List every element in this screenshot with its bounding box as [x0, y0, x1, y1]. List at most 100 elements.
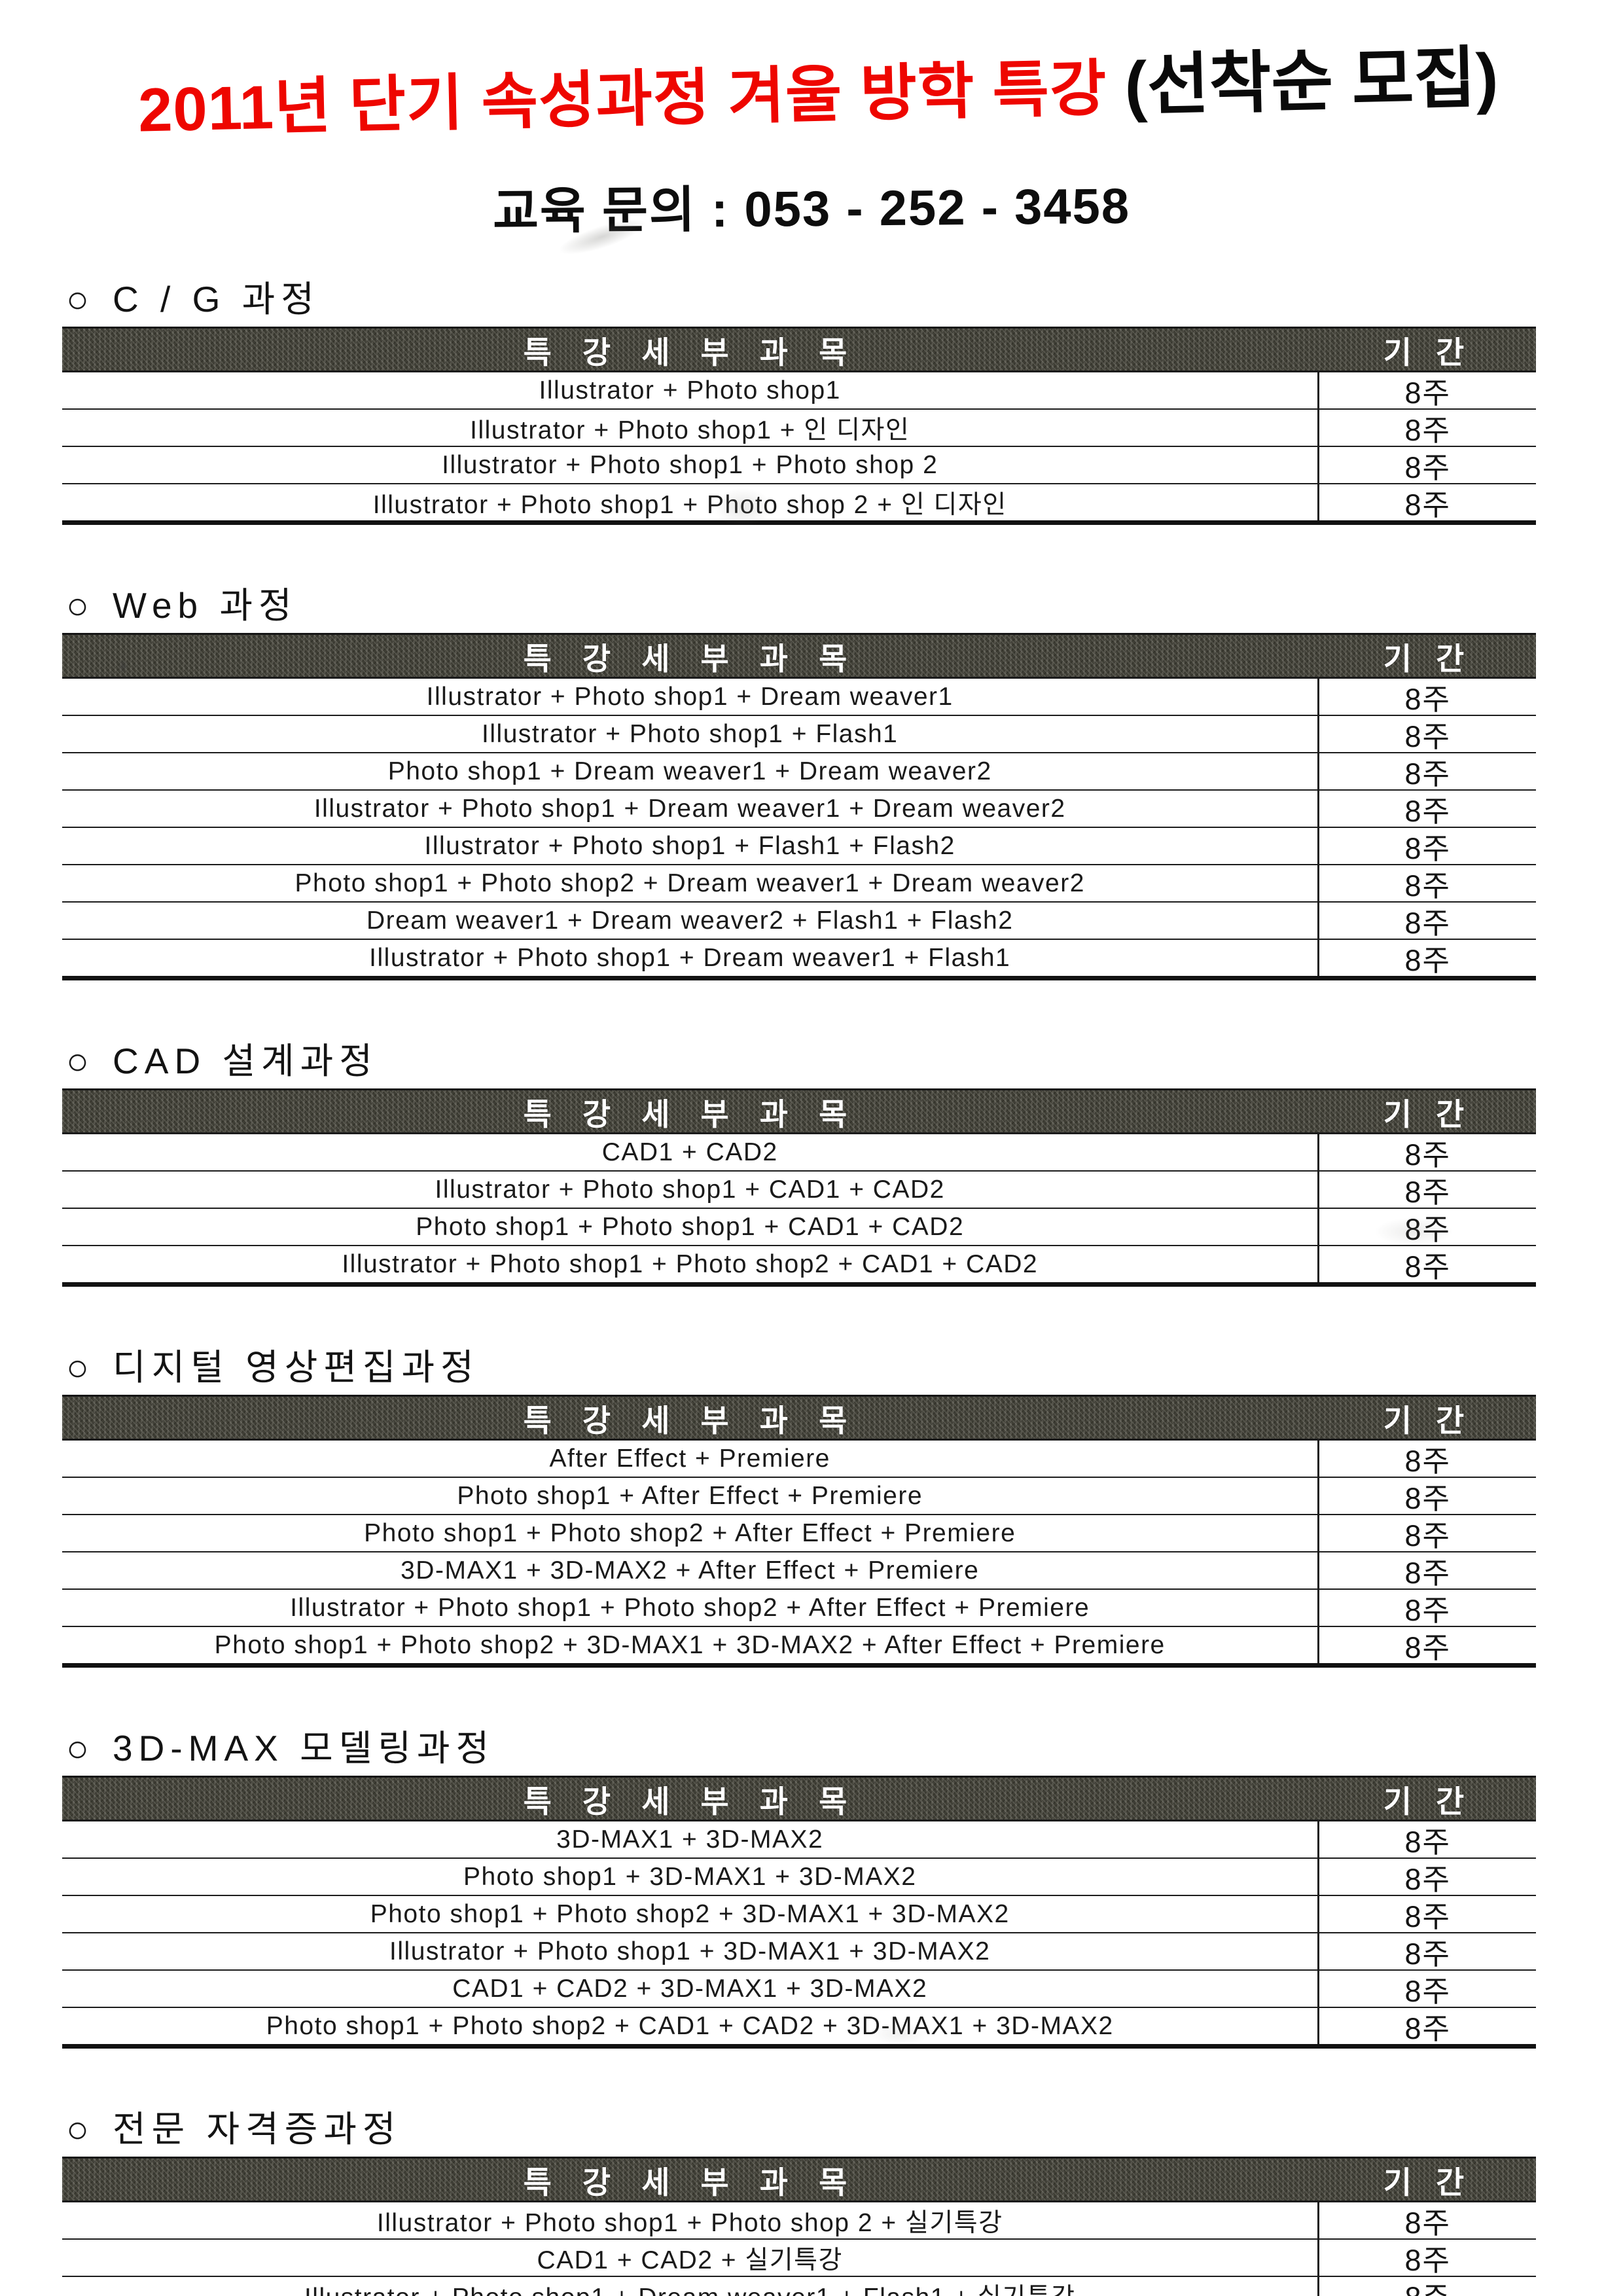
col-header-period: 기 간	[1383, 1784, 1472, 1819]
table-row: Illustrator + Photo shop1 + Dream weaver…	[62, 679, 1536, 716]
course-combination: Illustrator + Photo shop1 + Photo shop 2	[442, 450, 938, 479]
sections: ○ C / G 과정 특 강 세 부 과 목 기 간 Illustrator +…	[62, 279, 1536, 2296]
course-combination: Illustrator + Photo shop1 + 3D-MAX1 + 3D…	[389, 1937, 991, 1965]
table-row: Illustrator + Photo shop1 + Flash1 + Fla…	[62, 827, 1536, 865]
table-row: Illustrator + Photo shop1 + Dream weaver…	[62, 939, 1536, 977]
col-header-subject: 특 강 세 부 과 목	[523, 1784, 859, 1819]
circle-bullet-icon: ○	[66, 1727, 90, 1770]
course-table: 특 강 세 부 과 목 기 간 After Effect + Premiere 8…	[62, 1395, 1536, 1668]
table-body: After Effect + Premiere 8주 Photo shop1 + A…	[62, 1441, 1536, 1664]
table-header-row: 특 강 세 부 과 목 기 간	[62, 327, 1536, 372]
section-label: ○ 전문 자격증과정	[62, 2110, 1536, 2149]
course-section: ○ 3D-MAX 모델링과정 특 강 세 부 과 목 기 간 3D-MAX1 +…	[62, 1727, 1536, 2049]
course-combination: Illustrator + Photo shop1 + Flash1 + Fla…	[424, 831, 955, 860]
course-duration: 8주	[1317, 1627, 1536, 1664]
table-header-row: 특 강 세 부 과 목 기 간	[62, 2157, 1536, 2202]
table-row: Illustrator + Photo shop1 + Dream weaver…	[62, 789, 1536, 828]
course-combination: Illustrator + Photo shop1 + Photo shop2 …	[342, 1249, 1039, 1278]
table-row: CAD1 + CAD2 + 3D-MAX1 + 3D-MAX2 8주	[62, 1969, 1536, 2008]
course-combination: Dream weaver1 + Dream weaver2 + Flash1 +…	[366, 906, 1014, 935]
section-title: 디지털 영상편집과정	[113, 1347, 480, 1388]
course-combination: Illustrator + Photo shop1 + Photo shop 2…	[376, 2208, 1003, 2237]
table-row: Illustrator + Photo shop1 + Photo shop 2…	[62, 446, 1536, 484]
course-duration: 8주	[1317, 1933, 1536, 1971]
table-row: Photo shop1 + Photo shop2 + After Effect…	[62, 1514, 1536, 1552]
section-title: Web 과정	[113, 585, 298, 626]
col-header-subject: 특 강 세 부 과 목	[523, 334, 859, 370]
course-duration: 8주	[1317, 716, 1536, 753]
section-title: CAD 설계과정	[113, 1041, 378, 1082]
course-section: ○ 전문 자격증과정 특 강 세 부 과 목 기 간 Illustrator +…	[62, 2110, 1536, 2296]
course-combination: CAD1 + CAD2 + 실기특강	[537, 2246, 843, 2274]
course-combination: Photo shop1 + Photo shop2 + 3D-MAX1 + 3D…	[214, 1630, 1166, 1659]
course-section: ○ Web 과정 특 강 세 부 과 목 기 간 Illustrator + P…	[62, 584, 1536, 980]
course-duration: 8주	[1317, 1209, 1536, 1246]
table-row: Dream weaver1 + Dream weaver2 + Flash1 +…	[62, 901, 1536, 940]
course-table: 특 강 세 부 과 목 기 간 CAD1 + CAD2 8주 Illustrator…	[62, 1088, 1536, 1287]
table-header-row: 특 강 세 부 과 목 기 간	[62, 1776, 1536, 1821]
course-combination: Illustrator + Photo shop1 + Flash1	[482, 719, 899, 748]
course-combination: Photo shop1 + Photo shop2 + Dream weaver…	[294, 869, 1085, 897]
table-body: 3D-MAX1 + 3D-MAX2 8주 Photo shop1 + 3D-MAX1…	[62, 1821, 1536, 2045]
col-header-period: 기 간	[1383, 641, 1472, 676]
table-row: Illustrator + Photo shop1 + Photo shop 2…	[62, 483, 1536, 522]
course-combination: Illustrator + Photo shop1 + Dream weaver…	[313, 794, 1066, 823]
course-duration: 8주	[1317, 484, 1536, 522]
course-combination: 3D-MAX1 + 3D-MAX2	[556, 1825, 824, 1854]
course-combination: Photo shop1 + 3D-MAX1 + 3D-MAX2	[463, 1862, 917, 1891]
course-combination: Illustrator + Photo shop1 + 인 디자인	[470, 416, 910, 444]
table-body: Illustrator + Photo shop1 + Dream weaver…	[62, 679, 1536, 977]
course-duration: 8주	[1317, 903, 1536, 940]
course-section: ○ C / G 과정 특 강 세 부 과 목 기 간 Illustrator +…	[62, 279, 1536, 525]
course-table: 특 강 세 부 과 목 기 간 Illustrator + Photo shop…	[62, 633, 1536, 980]
table-row: Illustrator + Photo shop1 + Photo shop 2…	[62, 2202, 1536, 2240]
course-combination: Photo shop1 + Photo shop1 + CAD1 + CAD2	[416, 1212, 965, 1241]
course-duration: 8주	[1317, 410, 1536, 447]
section-title: 3D-MAX 모델링과정	[113, 1728, 495, 1769]
course-duration: 8주	[1317, 1441, 1536, 1478]
col-header-period: 기 간	[1383, 1403, 1472, 1438]
course-duration: 8주	[1317, 2277, 1536, 2296]
section-label: ○ Web 과정	[62, 584, 1536, 627]
table-row: Illustrator + Photo shop1 + Flash1 8주	[62, 715, 1536, 753]
circle-bullet-icon: ○	[66, 1040, 90, 1083]
course-duration: 8주	[1317, 1590, 1536, 1627]
course-combination: After Effect + Premiere	[549, 1444, 830, 1473]
table-header-row: 특 강 세 부 과 목 기 간	[62, 1395, 1536, 1441]
table-row: Photo shop1 + Photo shop1 + CAD1 + CAD2 8…	[62, 1208, 1536, 1246]
table-row: Illustrator + Photo shop1 + Dream weaver…	[62, 2276, 1536, 2296]
course-combination: Illustrator + Photo shop1 + CAD1 + CAD2	[435, 1175, 945, 1204]
course-duration: 8주	[1317, 828, 1536, 865]
section-label: ○ 디지털 영상편집과정	[62, 1347, 1536, 1388]
course-duration: 8주	[1317, 1971, 1536, 2008]
col-header-period: 기 간	[1383, 334, 1472, 370]
table-row: Illustrator + Photo shop1 + CAD1 + CAD2 8…	[62, 1170, 1536, 1209]
course-duration: 8주	[1317, 865, 1536, 903]
page-title: 2011년 단기 속성과정 겨울 방학 특강 (선착순 모집)	[39, 20, 1598, 153]
table-row: CAD1 + CAD2 8주	[62, 1134, 1536, 1172]
table-row: 3D-MAX1 + 3D-MAX2 8주	[62, 1821, 1536, 1859]
table-row: Photo shop1 + 3D-MAX1 + 3D-MAX2 8주	[62, 1857, 1536, 1896]
course-duration: 8주	[1317, 2240, 1536, 2277]
course-combination: Photo shop1 + Photo shop2 + CAD1 + CAD2 …	[266, 2011, 1114, 2040]
course-duration: 8주	[1317, 791, 1536, 828]
course-combination: CAD1 + CAD2 + 3D-MAX1 + 3D-MAX2	[452, 1974, 928, 2003]
table-row: Photo shop1 + Dream weaver1 + Dream weav…	[62, 752, 1536, 791]
course-section: ○ 디지털 영상편집과정 특 강 세 부 과 목 기 간 After Effec…	[62, 1347, 1536, 1668]
course-duration: 8주	[1317, 1515, 1536, 1552]
col-header-subject: 특 강 세 부 과 목	[523, 2164, 859, 2200]
table-row: CAD1 + CAD2 + 실기특강 8주	[62, 2238, 1536, 2277]
table-row: Illustrator + Photo shop1 + Photo shop2 …	[62, 1588, 1536, 1627]
table-body: Illustrator + Photo shop1 8주 Illustrator +…	[62, 372, 1536, 522]
course-duration: 8주	[1317, 940, 1536, 977]
table-row: Photo shop1 + Photo shop2 + Dream weaver…	[62, 864, 1536, 903]
section-label: ○ CAD 설계과정	[62, 1040, 1536, 1083]
course-duration: 8주	[1317, 372, 1536, 410]
circle-bullet-icon: ○	[66, 584, 90, 627]
table-row: Illustrator + Photo shop1 + 3D-MAX1 + 3D…	[62, 1932, 1536, 1971]
col-header-period: 기 간	[1383, 2164, 1472, 2200]
section-title: C / G 과정	[113, 279, 320, 320]
table-row: Photo shop1 + After Effect + Premiere 8주	[62, 1477, 1536, 1515]
course-table: 특 강 세 부 과 목 기 간 3D-MAX1 + 3D-MAX2 8주 Photo…	[62, 1776, 1536, 2049]
